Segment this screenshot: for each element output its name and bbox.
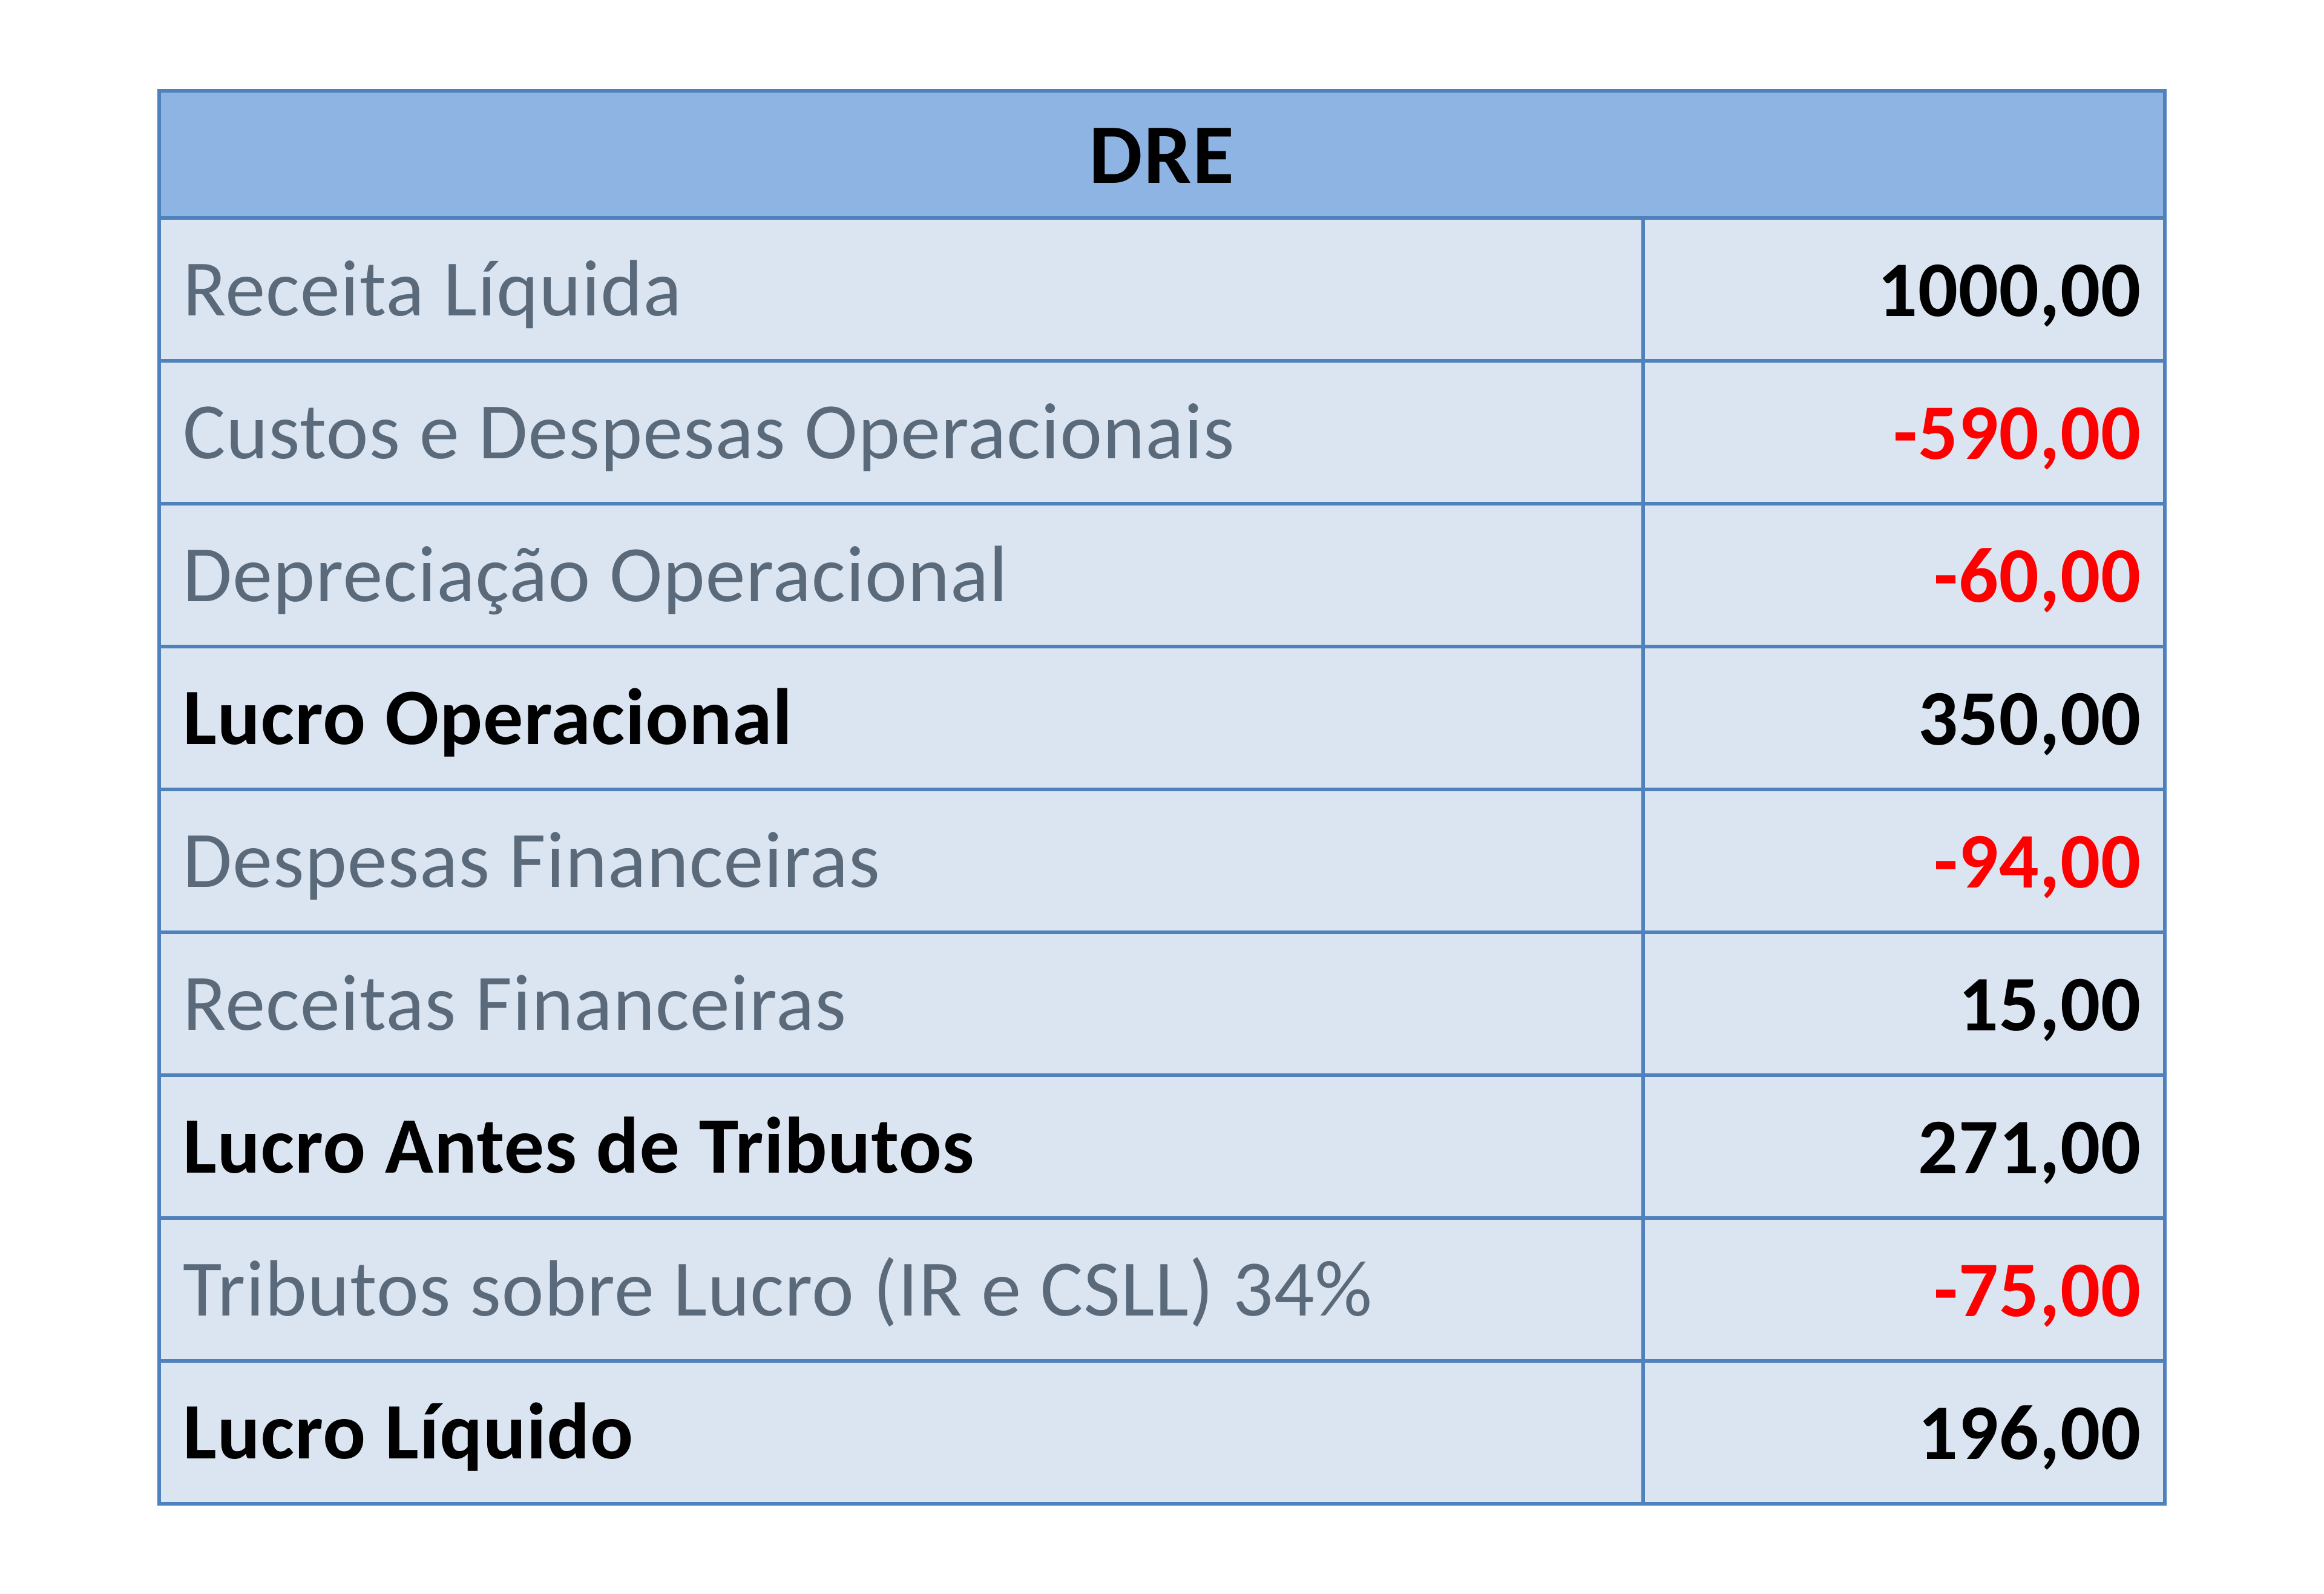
table-row: Depreciação Operacional-60,00 bbox=[159, 504, 2165, 647]
table-row: Lucro Operacional350,00 bbox=[159, 647, 2165, 789]
row-value: 196,00 bbox=[1643, 1361, 2165, 1504]
table-title: DRE bbox=[159, 91, 2165, 218]
table-row: Lucro Antes de Tributos271,00 bbox=[159, 1075, 2165, 1218]
table-header-row: DRE bbox=[159, 91, 2165, 218]
table-row: Despesas Financeiras-94,00 bbox=[159, 789, 2165, 932]
row-label: Lucro Antes de Tributos bbox=[159, 1075, 1643, 1218]
row-value: -75,00 bbox=[1643, 1218, 2165, 1361]
row-label: Receitas Financeiras bbox=[159, 932, 1643, 1075]
row-label: Custos e Despesas Operacionais bbox=[159, 361, 1643, 504]
row-value: -94,00 bbox=[1643, 789, 2165, 932]
row-label: Despesas Financeiras bbox=[159, 789, 1643, 932]
row-value: 350,00 bbox=[1643, 647, 2165, 789]
row-value: 1000,00 bbox=[1643, 218, 2165, 361]
dre-table-container: DRE Receita Líquida1000,00Custos e Despe… bbox=[85, 85, 2239, 1509]
table-row: Tributos sobre Lucro (IR e CSLL) 34%-75,… bbox=[159, 1218, 2165, 1361]
table-body: Receita Líquida1000,00Custos e Despesas … bbox=[159, 218, 2165, 1504]
row-value: 15,00 bbox=[1643, 932, 2165, 1075]
row-label: Tributos sobre Lucro (IR e CSLL) 34% bbox=[159, 1218, 1643, 1361]
row-value: -60,00 bbox=[1643, 504, 2165, 647]
row-label: Receita Líquida bbox=[159, 218, 1643, 361]
row-label: Lucro Operacional bbox=[159, 647, 1643, 789]
row-value: -590,00 bbox=[1643, 361, 2165, 504]
dre-table: DRE Receita Líquida1000,00Custos e Despe… bbox=[157, 89, 2167, 1506]
table-row: Custos e Despesas Operacionais-590,00 bbox=[159, 361, 2165, 504]
table-row: Receita Líquida1000,00 bbox=[159, 218, 2165, 361]
row-value: 271,00 bbox=[1643, 1075, 2165, 1218]
table-row: Lucro Líquido196,00 bbox=[159, 1361, 2165, 1504]
table-row: Receitas Financeiras15,00 bbox=[159, 932, 2165, 1075]
row-label: Lucro Líquido bbox=[159, 1361, 1643, 1504]
row-label: Depreciação Operacional bbox=[159, 504, 1643, 647]
